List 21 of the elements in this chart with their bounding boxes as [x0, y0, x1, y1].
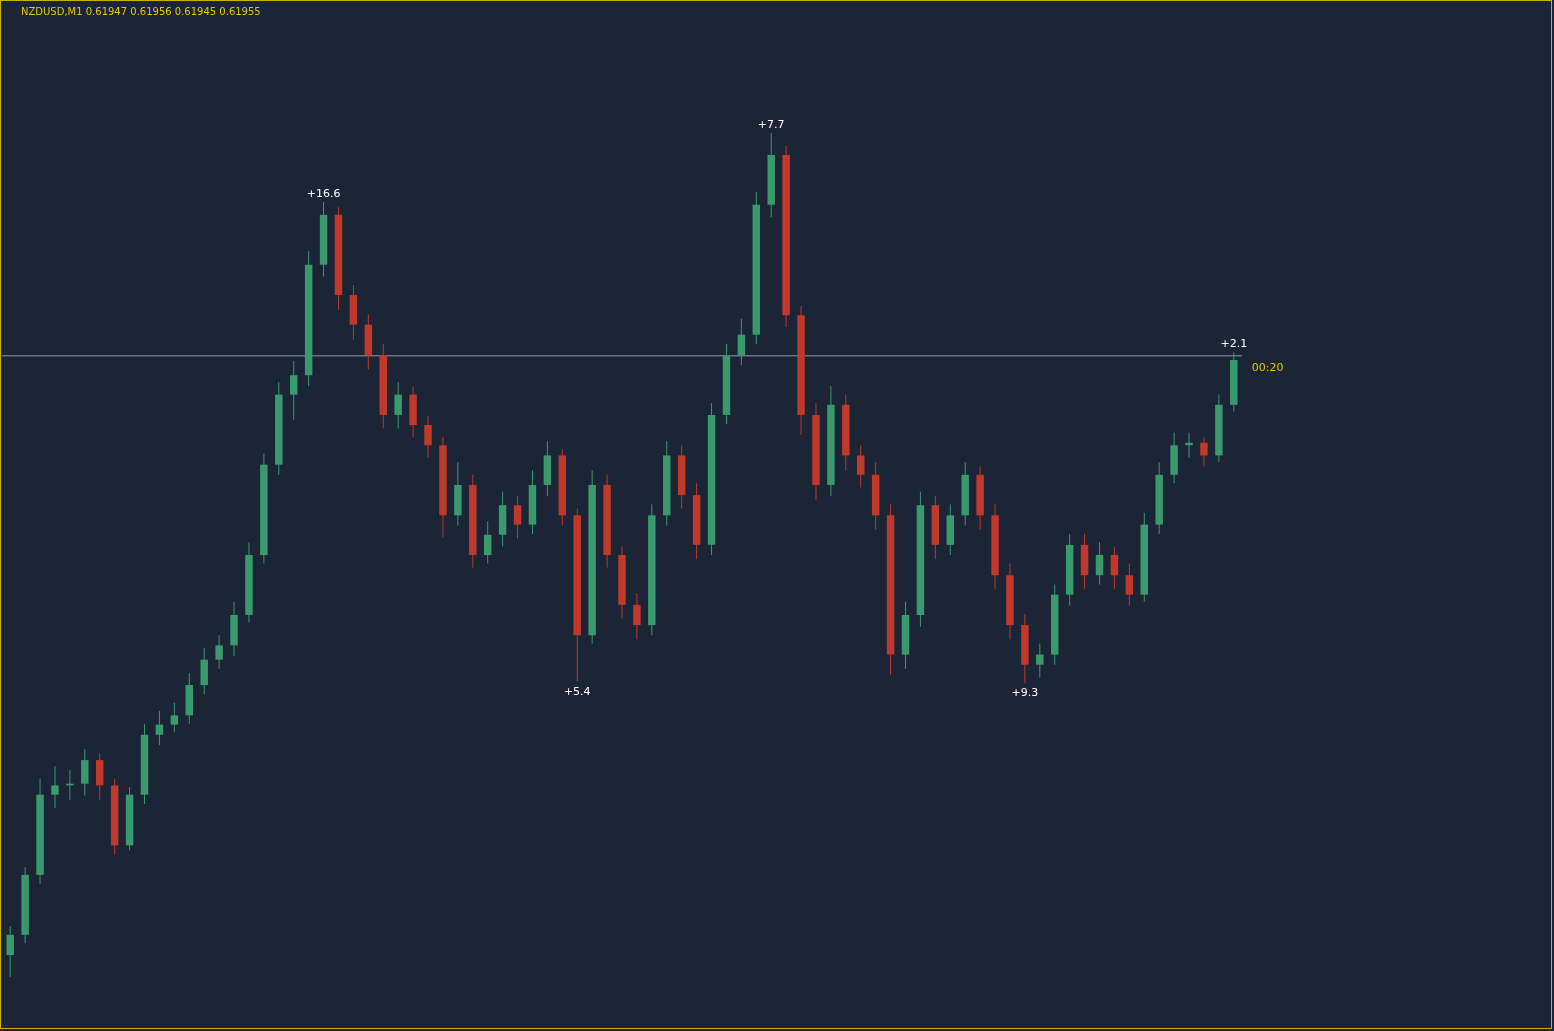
- candlestick: [1155, 461, 1163, 535]
- candlestick: [767, 132, 775, 218]
- annotation: +7.7: [757, 118, 785, 131]
- annotation: +5.4: [563, 684, 591, 698]
- candlestick: [842, 394, 850, 472]
- annotation: +2.1: [1220, 337, 1248, 351]
- candlestick: [1230, 351, 1238, 413]
- candlestick: [1036, 643, 1044, 678]
- candlestick: [961, 461, 969, 526]
- candlestick: [275, 381, 283, 476]
- candlestick: [588, 470, 596, 645]
- candlestick: [469, 474, 477, 569]
- annotation: +9.3: [1011, 686, 1039, 700]
- candlestick: [200, 647, 208, 695]
- candlestick: [648, 503, 656, 636]
- annotation: +16.6: [306, 187, 341, 201]
- chart-title: NZDUSD,M1 0.61947 0.61956 0.61945 0.61955: [21, 6, 261, 17]
- candlestick: [81, 748, 89, 797]
- text: 00:20: [1251, 361, 1284, 375]
- candlestick: [394, 381, 402, 429]
- candlestick: [6, 925, 14, 978]
